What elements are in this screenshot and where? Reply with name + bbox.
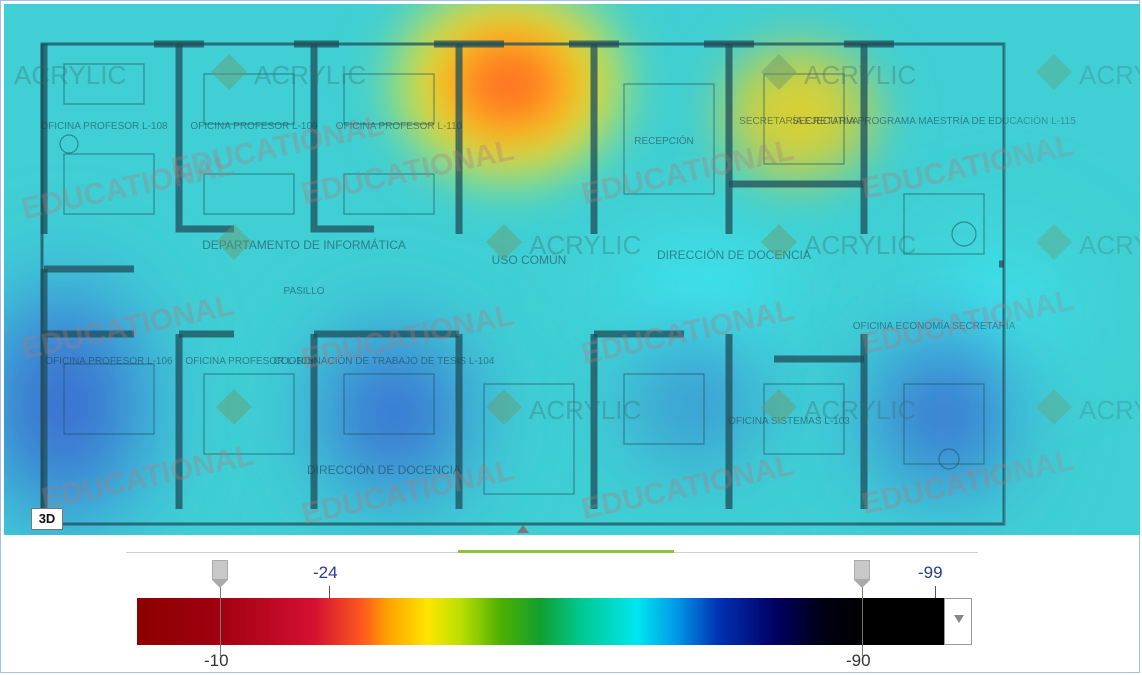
triangle-up-icon[interactable] [517,525,529,533]
watermark-acrylic: ACRYLIC [804,230,916,260]
heatmap-warm-zone [699,24,899,204]
watermark-acrylic: ACRYLIC [1079,395,1140,425]
room-label: OFICINA PROFESOR L-110 [336,121,463,132]
heatmap-cyan-zone [524,164,884,404]
acrylic-logo-icon [1036,54,1072,90]
view-3d-toggle[interactable]: 3D [31,508,63,530]
color-scale-dropdown[interactable] [944,598,972,645]
acrylic-logo-icon [216,224,252,260]
room-labels: OFICINA PROFESOR L-108 OFICINA PROFESOR … [40,114,1076,477]
tick-mark [329,586,330,598]
acrylic-logo-icon [761,389,797,425]
acrylic-logo-icon [1036,389,1072,425]
heatmap-hot-zone [369,4,649,204]
watermark-acrylic: ACRYLIC [529,395,641,425]
room-label: DIRECCIÓN DE DOCENCIA [657,247,811,262]
scale-label-top: -99 [918,563,943,582]
acrylic-logo-icon [486,224,522,260]
max-threshold-slider-thumb[interactable] [854,560,870,588]
slider-thumb-icon [212,560,228,580]
room-label: RECEPCIÓN [634,134,693,147]
room-label: OFICINA PROFESOR L-105 [185,356,313,367]
heatmap-cool-zone-right [844,304,1044,524]
scale-label-top: -24 [313,563,338,582]
room-label: DEPARTAMENTO DE INFORMÁTICA [202,237,406,252]
room-label: OFICINA PROFESOR L-109 [190,121,318,132]
acrylic-logo-icon [761,224,797,260]
acrylic-logo-icon [1036,224,1072,260]
room-label: DIRECCIÓN DE DOCENCIA [307,462,461,477]
heatmap-canvas[interactable]: OFICINA PROFESOR L-108 OFICINA PROFESOR … [4,4,1140,535]
map-right-margin [1004,4,1140,535]
watermark-acrylic: ACRYLIC [254,60,366,90]
signal-color-scale [137,598,944,645]
watermark-acrylic: ACRYLIC [804,60,916,90]
scale-label-bottom: -90 [846,651,871,670]
room-label: OFICINA SISTEMAS L-103 [728,416,850,427]
watermark-acrylic: ACRYLIC [529,230,641,260]
room-label: OFICINA ECONOMÍA SECRETARÍA [853,319,1016,332]
room-label: SECRETARÍA PROGRAMA MAESTRÍA DE EDUCACIÓ… [792,114,1076,127]
acrylic-logo-icon [761,54,797,90]
room-label: OFICINA PROFESOR L-108 [40,121,168,132]
slider-thumb-tip [854,580,870,588]
scale-label-bottom: -10 [204,651,229,670]
splitter-handle[interactable] [458,550,674,553]
watermark-acrylic: ACRYLIC [1079,60,1140,90]
triangle-down-icon [954,615,964,623]
min-threshold-line [220,584,221,656]
max-threshold-line [862,584,863,656]
slider-thumb-tip [212,580,228,588]
room-label: COORDINACIÓN DE TRABAJO DE TESIS L-104 [274,354,495,367]
acrylic-logo-icon [216,389,252,425]
min-threshold-slider-thumb[interactable] [212,560,228,588]
watermark-acrylic: ACRYLIC [804,395,916,425]
floor-plan-walls [40,40,1006,526]
room-label: USO COMÚN [492,252,567,267]
acrylic-logo-icon [211,54,247,90]
tick-mark [935,586,936,598]
floor-plan-furniture [59,63,985,495]
heatmap-view[interactable]: OFICINA PROFESOR L-108 OFICINA PROFESOR … [4,4,1140,535]
watermark-acrylic: ACRYLIC [1079,230,1140,260]
acrylic-logo-icon [486,389,522,425]
slider-thumb-icon [854,560,870,580]
room-label: SECRETARÍA EJECUTIVA [739,114,859,127]
room-label: OFICINA PROFESOR L-106 [45,356,173,367]
heatmap-cool-zone-left [4,234,184,535]
room-label: PASILLO [284,286,325,297]
watermark-acrylic: ACRYLIC [14,60,126,90]
heatmap-cool-zone-mid [284,294,504,534]
